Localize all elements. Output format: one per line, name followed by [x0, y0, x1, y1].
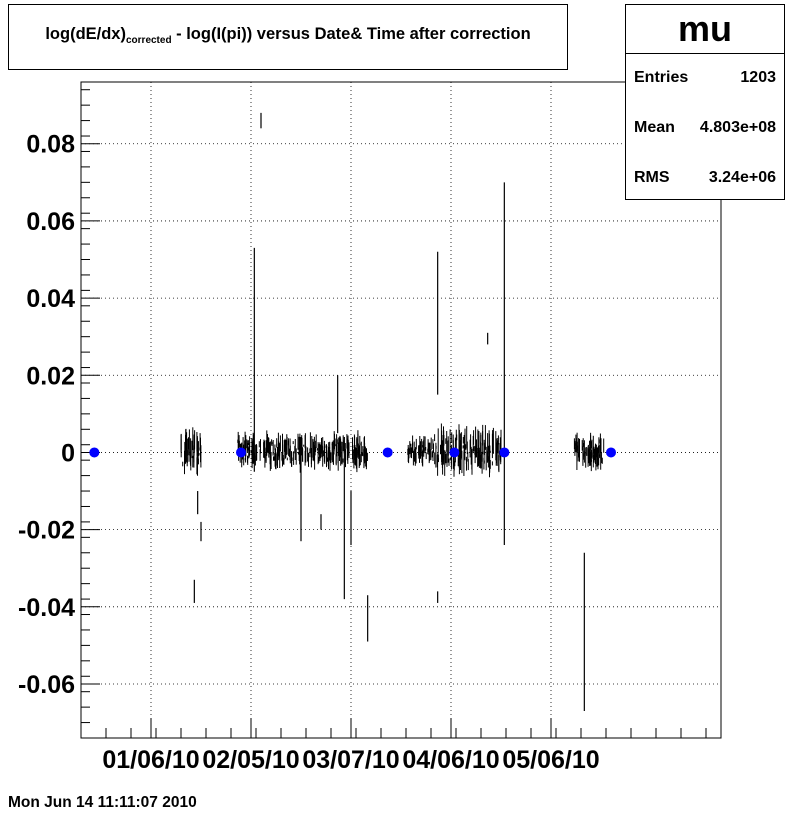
- data-marker: [236, 447, 246, 458]
- data-marker: [89, 447, 100, 458]
- data-points: [180, 112, 605, 711]
- chart-title: log(dE/dx)corrected - log(I(pi)) versus …: [45, 25, 531, 46]
- series-markers: [89, 447, 616, 458]
- y-tick-label: -0.04: [18, 594, 75, 622]
- x-tick-label: 01/06/10: [102, 746, 199, 774]
- tick-labels: 0.08 0.06 0.04 0.02 0 -0.02 -0.04 -0.06 01/06/10…: [18, 131, 600, 774]
- y-tick-label: 0: [61, 439, 75, 467]
- y-tick-label: -0.02: [18, 517, 75, 545]
- axis-ticks: [80, 89, 707, 739]
- y-tick-label: 0.06: [26, 208, 75, 236]
- plot-frame: [80, 81, 722, 739]
- timestamp-footer: Mon Jun 14 11:11:07 2010: [8, 794, 197, 811]
- stats-title: mu: [626, 5, 784, 54]
- x-tick-label: 02/05/10: [202, 746, 299, 774]
- data-marker: [499, 447, 510, 458]
- grid-lines: [81, 82, 721, 738]
- y-tick-label: 0.08: [26, 131, 75, 159]
- data-marker: [606, 447, 616, 458]
- stats-box: mu Entries 1203 Mean 4.803e+08 RMS 3.24e+06: [625, 4, 785, 200]
- x-tick-label: 03/07/10: [302, 746, 399, 774]
- data-marker: [382, 447, 393, 458]
- data-marker: [449, 447, 460, 458]
- y-tick-label: 0.04: [26, 285, 75, 313]
- x-tick-label: 04/06/10: [402, 746, 499, 774]
- x-tick-label: 05/06/10: [502, 746, 599, 774]
- y-tick-label: -0.06: [18, 671, 75, 699]
- chart-title-box: log(dE/dx)corrected - log(I(pi)) versus …: [8, 4, 568, 70]
- y-tick-label: 0.02: [26, 362, 75, 390]
